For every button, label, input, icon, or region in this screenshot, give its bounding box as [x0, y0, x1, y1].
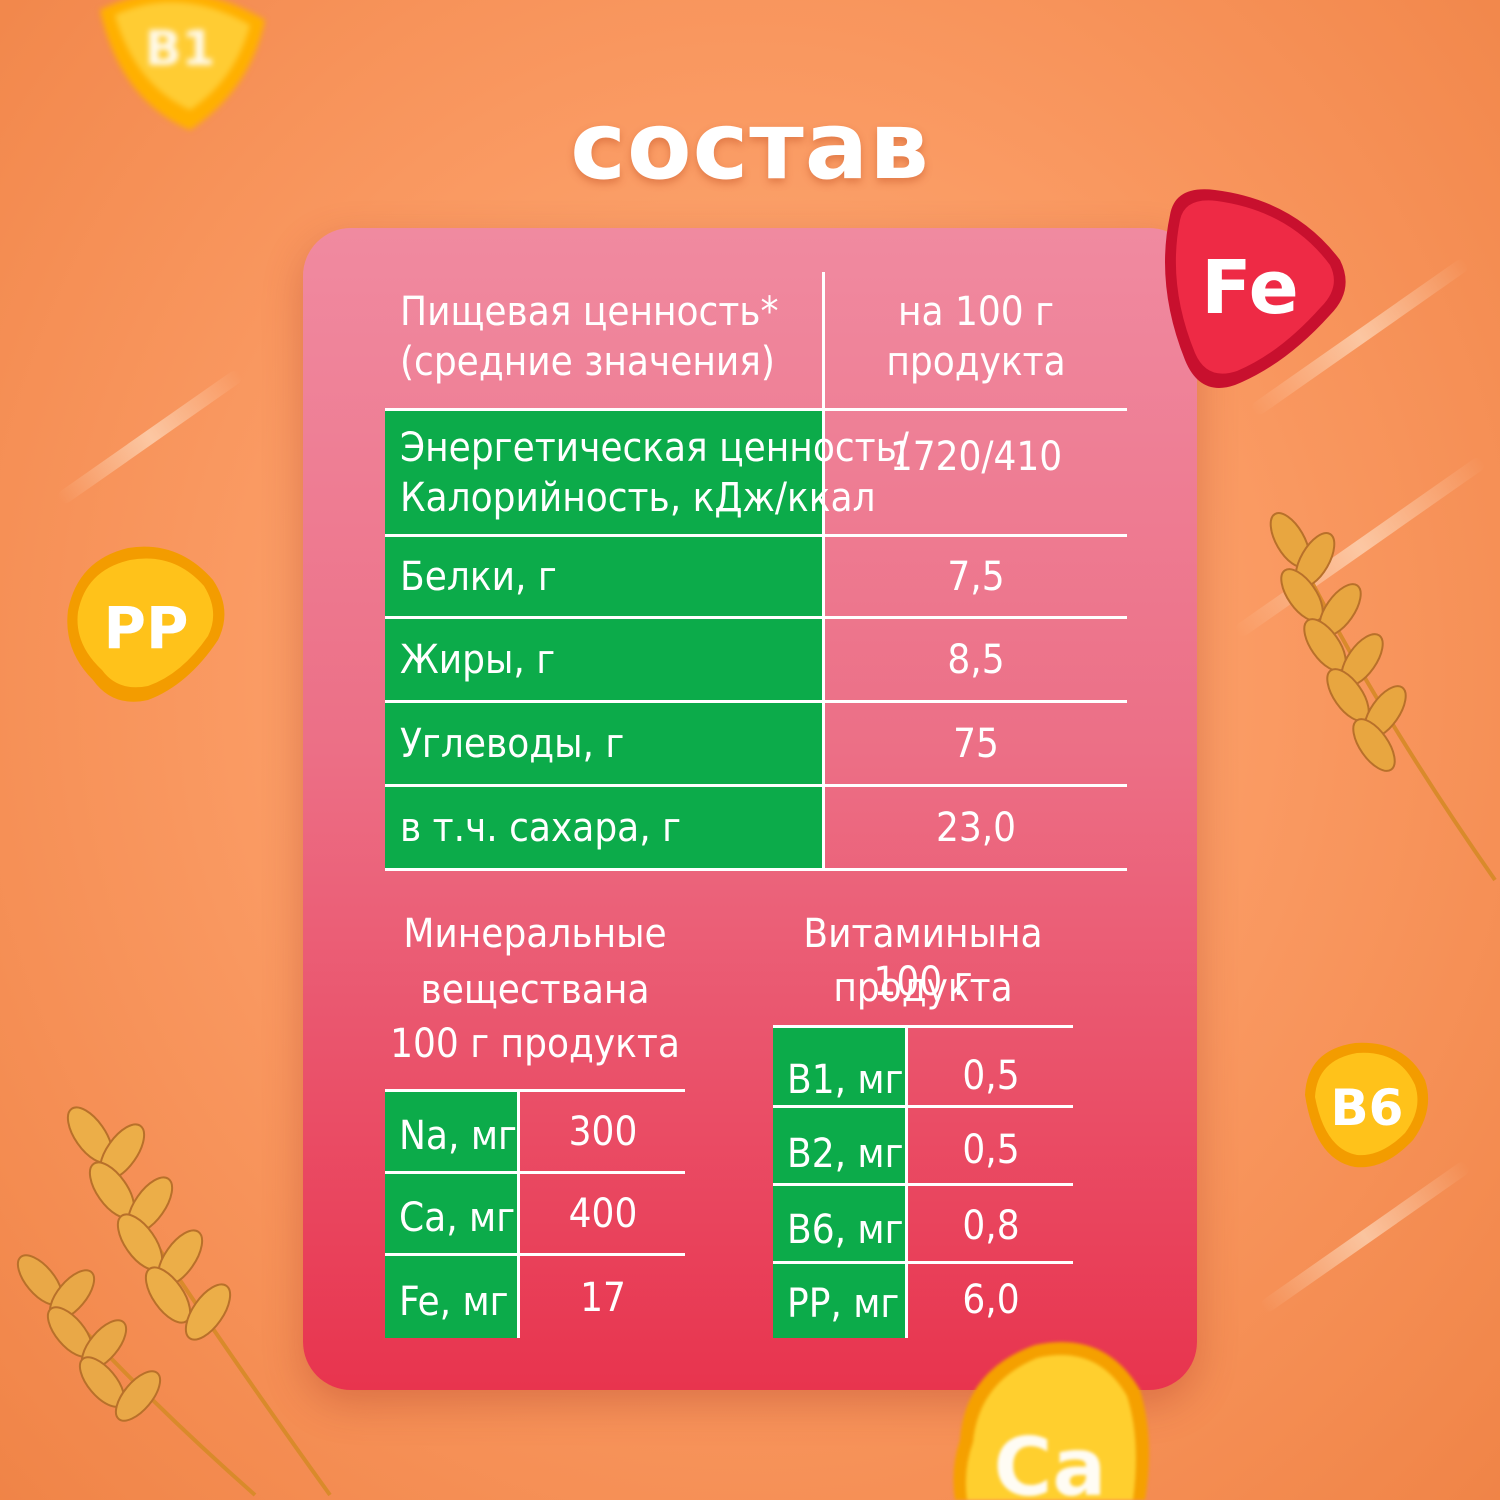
- ca-badge-label: Ca: [994, 1421, 1107, 1500]
- nutrition-header-label: Пищевая ценность*: [400, 289, 779, 335]
- nutrition-divider: [385, 868, 1127, 871]
- vitamins-row-pp-value: 6,0: [962, 1277, 1020, 1323]
- minerals-row-fe-value: 17: [580, 1275, 626, 1321]
- b6-badge-label: B6: [1331, 1079, 1404, 1137]
- nutrition-row-protein-value: 7,5: [947, 554, 1005, 600]
- nutrition-divider: [385, 616, 1127, 619]
- pp-badge-icon: PP: [67, 546, 225, 702]
- minerals-row-ca-label: Ca, мг: [399, 1195, 516, 1241]
- minerals-divider: [385, 1253, 685, 1256]
- nutrition-label-column: [385, 410, 823, 870]
- background-streak: [1258, 1159, 1472, 1315]
- vitamins-row-b1-value: 0,5: [962, 1053, 1020, 1099]
- vitamins-divider: [773, 1025, 1073, 1028]
- nutrition-row-energy-label-2: Калорийность, кДж/ккал: [400, 475, 876, 521]
- pp-badge-label: PP: [103, 594, 188, 662]
- nutrition-row-protein-label: Белки, г: [400, 554, 557, 600]
- minerals-divider: [385, 1171, 685, 1174]
- minerals-heading: Минеральные: [403, 911, 667, 957]
- minerals-row-ca-value: 400: [568, 1191, 638, 1237]
- nutrition-divider: [385, 408, 1127, 411]
- nutrition-divider: [385, 784, 1127, 787]
- fe-badge-label: Fe: [1201, 245, 1299, 331]
- nutrition-divider: [385, 700, 1127, 703]
- page-title: состав: [570, 92, 930, 201]
- vitamins-row-pp-label: PP, мг: [787, 1281, 900, 1327]
- minerals-divider-vertical: [517, 1090, 520, 1338]
- nutrition-divider-vertical: [822, 272, 825, 870]
- vitamins-divider-vertical: [905, 1026, 908, 1338]
- fe-badge-icon: Fe: [1165, 189, 1346, 388]
- minerals-label-column: [385, 1092, 517, 1338]
- nutrition-header-note: (средние значения): [400, 339, 775, 385]
- vitamins-row-b1-label: B1, мг: [787, 1057, 904, 1103]
- minerals-divider: [385, 1089, 685, 1092]
- nutrition-row-fat-value: 8,5: [947, 637, 1005, 683]
- vitamins-heading-2: продукта: [833, 965, 1013, 1011]
- minerals-row-na-label: Na, мг: [399, 1113, 517, 1159]
- vitamins-divider: [773, 1183, 1073, 1186]
- nutrition-row-sugar-value: 23,0: [935, 805, 1017, 851]
- b6-badge-icon: B6: [1305, 1042, 1429, 1168]
- wheat-ear-left-lower-icon: [16, 1254, 257, 1497]
- nutrition-header-per: на 100 г: [897, 289, 1054, 335]
- wheat-ear-right-icon: [1269, 512, 1497, 882]
- ca-badge-icon: Ca: [953, 1342, 1149, 1500]
- vitamins-divider: [773, 1105, 1073, 1108]
- nutrition-row-energy-value: 1720/410: [889, 434, 1063, 480]
- minerals-row-na-value: 300: [568, 1109, 638, 1155]
- vitamins-heading: Витаминына 100 г: [803, 911, 1043, 1005]
- vitamin-badge-top-left-icon: B1: [100, 0, 265, 130]
- vitamins-row-b6-label: B6, мг: [787, 1207, 904, 1253]
- nutrition-row-carbs-value: 75: [953, 721, 999, 767]
- nutrition-row-sugar-label: в т.ч. сахара, г: [400, 805, 681, 851]
- vitamins-divider: [773, 1261, 1073, 1264]
- vitamins-row-b2-value: 0,5: [962, 1127, 1020, 1173]
- background-streak: [55, 368, 245, 506]
- wheat-ear-left-icon: [66, 1106, 332, 1497]
- nutrition-header-product: продукта: [886, 339, 1066, 385]
- minerals-row-fe-label: Fe, мг: [399, 1279, 509, 1325]
- minerals-heading-2: веществана: [420, 967, 650, 1013]
- svg-text:B1: B1: [145, 21, 215, 77]
- nutrition-card: Пищевая ценность* (средние значения) на …: [303, 228, 1197, 1390]
- nutrition-row-carbs-label: Углеводы, г: [400, 721, 625, 767]
- vitamins-row-b6-value: 0,8: [962, 1203, 1020, 1249]
- vitamins-row-b2-label: B2, мг: [787, 1131, 904, 1177]
- nutrition-divider: [385, 534, 1127, 537]
- minerals-heading-3: 100 г продукта: [390, 1021, 680, 1067]
- nutrition-row-fat-label: Жиры, г: [400, 637, 556, 683]
